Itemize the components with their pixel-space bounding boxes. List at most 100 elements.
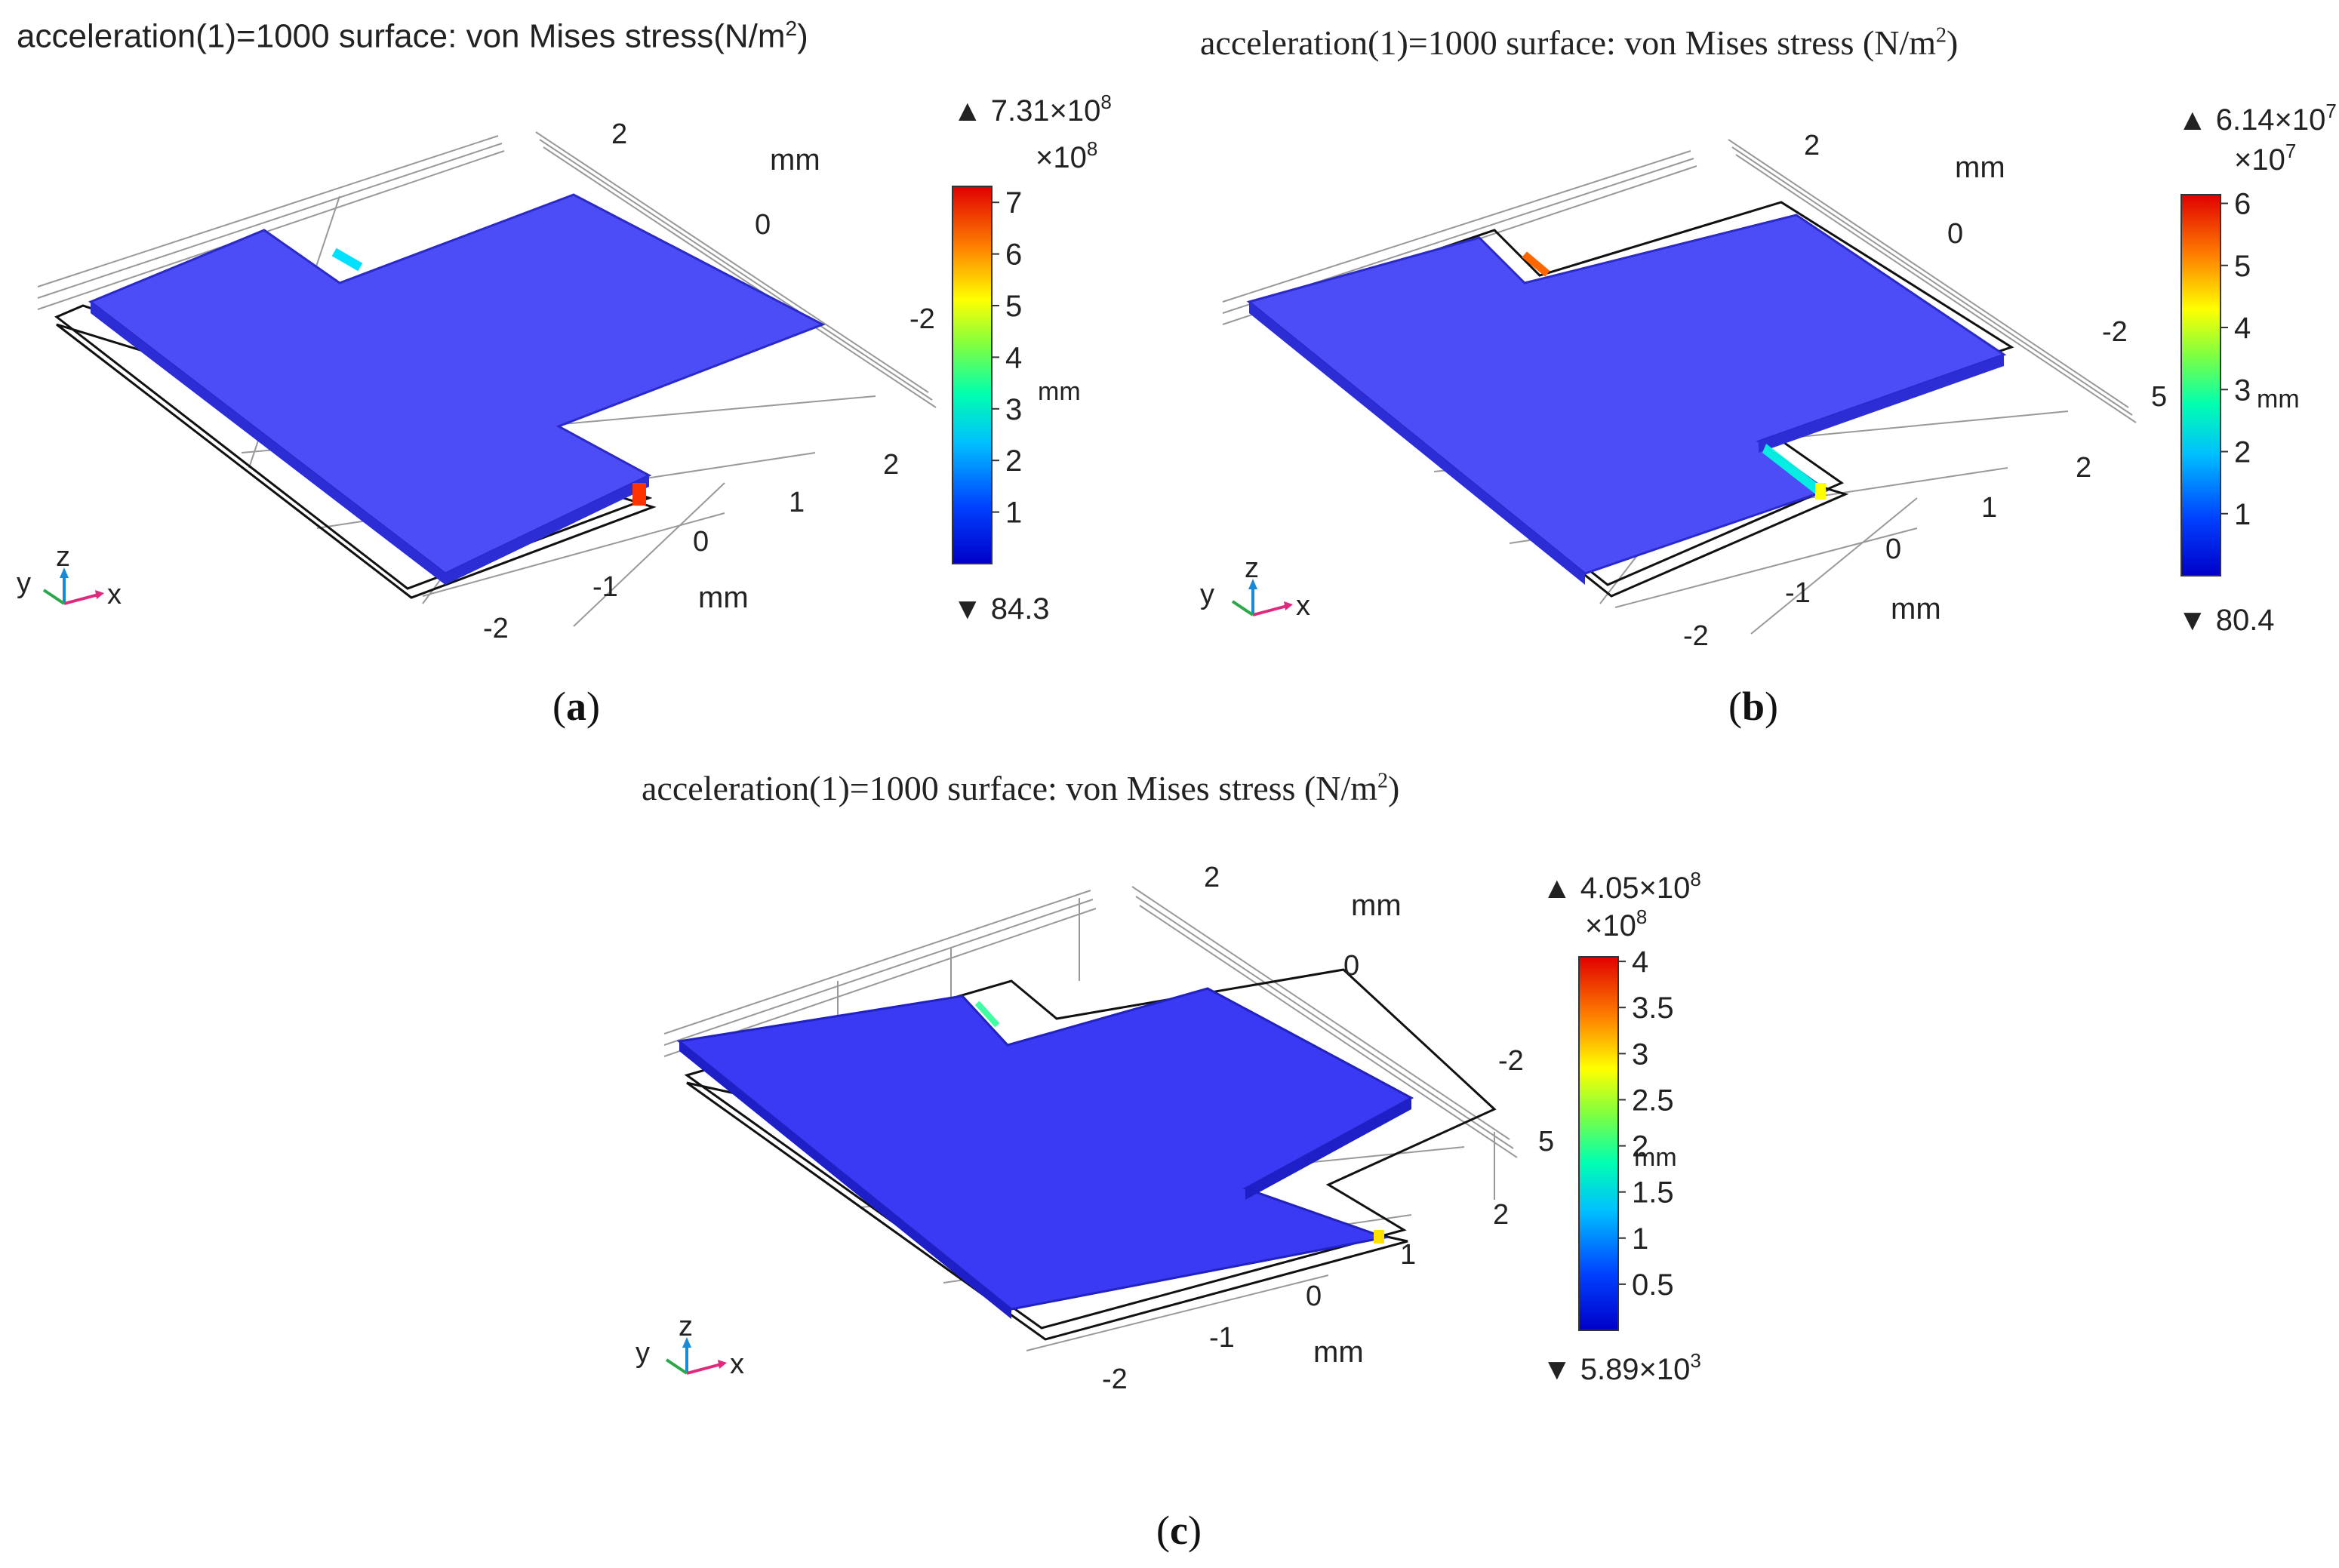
colorbar-ticks: 7 6 5 4 3 2 1 [992,186,1022,530]
colorbar-tick-label: 1 [2234,498,2251,531]
hotspot-bottom-end [1815,483,1826,500]
axis-triad: y z x [636,1311,744,1380]
tick-y-neg: -2 [1498,1045,1524,1077]
colorbar-max: ▲ 7.31×108 [953,91,1112,128]
title-sup: 2 [785,17,798,40]
hotspot-top [331,247,363,272]
colorbar-unit: mm [1038,377,1081,406]
plate-side [1249,302,1585,585]
panel-c: acceleration(1)=1000 surface: von Mises … [589,755,1766,1568]
colorbar [2181,194,2221,576]
panel-c-title: acceleration(1)=1000 surface: von Mises … [642,768,1399,808]
colorbar-tick-label: 3 [2234,374,2251,407]
panel-a: acceleration(1)=1000 surface: von Mises … [0,0,1177,755]
colorbar-scale: ×108 [1585,905,1647,942]
tick-y-neg: -2 [2102,316,2128,348]
tick-x-m2: -2 [1683,620,1709,652]
tick-x-m2: -2 [1102,1364,1128,1395]
plate-side [679,1041,1011,1319]
title-sup: 2 [1377,769,1389,793]
panel-a-plot: 2 mm 0 -2 5 2 1 0 -1 mm -2 y z x [17,91,1112,644]
colorbar [1578,956,1619,1331]
plate-side-right [1245,1098,1411,1200]
title-text: acceleration(1)=1000 surface: von Mises … [1200,23,1937,62]
unit-top: mm [1955,151,2005,184]
colorbar-ticks: 4 3.5 3 2.5 2 1.5 1 0.5 [1618,945,1674,1302]
colorbar-max: ▲ 4.05×108 [1542,868,1701,905]
tick-x-m1: -1 [1785,577,1811,609]
tick-y-mid: 0 [755,209,771,241]
panel-b-title: acceleration(1)=1000 surface: von Mises … [1200,23,1958,63]
hotspot-top [1522,251,1550,277]
tick-y-top: 2 [1804,130,1820,161]
colorbar-tick-label: 5 [1005,290,1022,323]
title-sup: 2 [1936,23,1947,48]
tick-y-right: 5 [1538,1126,1554,1158]
tick-x-0: 0 [1885,533,1901,565]
colorbar-unit: mm [1634,1143,1677,1172]
title-close: ) [1388,769,1400,807]
colorbar-tick-label: 4 [2234,312,2251,345]
tick-x-m1: -1 [1209,1322,1235,1354]
hotspot-bottom [632,483,646,506]
hotspot-bottom [1762,444,1827,498]
colorbar-tick-label: 2 [1005,444,1022,478]
tick-y-right: 5 [2151,381,2167,413]
unit-bottom: mm [1313,1336,1364,1369]
triad-x: x [107,579,122,610]
tick-x-m2: -2 [483,613,509,644]
title-close: ) [1947,23,1959,62]
colorbar-tick-label: 2 [1632,1130,1648,1164]
triad-z: z [56,541,70,573]
colorbar-tick-label: 1.5 [1632,1176,1674,1210]
colorbar-min: ▼ 84.3 [953,592,1050,626]
colorbar-tick-label: 6 [2234,188,2251,221]
colorbar-tick-label: 3 [1005,393,1022,426]
tick-x-2: 2 [2076,452,2091,484]
colorbar [952,186,993,564]
plate-side-right [1759,355,2004,453]
triad-x: x [1296,590,1310,622]
colorbar-unit: mm [2257,385,2300,414]
triad-y: y [17,567,31,599]
colorbar-min: ▼ 80.4 [2177,604,2275,637]
colorbar-tick-label: 5 [2234,250,2251,283]
colorbar-tick-label: 3 [1632,1038,1648,1071]
colorbar-tick-label: 4 [1005,341,1022,374]
colorbar-tick-label: 6 [1005,238,1022,272]
colorbar-tick-label: 2 [2234,436,2251,469]
axis-triad: y z x [17,541,122,610]
panel-a-title: acceleration(1)=1000 surface: von Mises … [17,17,808,56]
axis-triad: y z x [1200,552,1310,622]
tick-y-top: 2 [611,118,627,150]
tick-y-mid: 0 [1947,218,1963,250]
triad-y: y [1200,579,1214,610]
colorbar-tick-label: 2.5 [1632,1084,1674,1117]
title-text: acceleration(1)=1000 surface: von Mises … [17,17,786,55]
colorbar-min: ▼ 5.89×103 [1542,1349,1701,1386]
panel-b-plot: 2 mm 0 -2 5 2 1 0 -1 mm -2 y z x [1200,100,2337,652]
tick-x-m1: -1 [592,571,618,603]
colorbar-ticks: 6 5 4 3 2 1 [2221,188,2251,531]
tick-x-0: 0 [693,526,709,558]
panel-a-caption: (a) [552,684,600,729]
tick-x-1: 1 [1400,1239,1416,1271]
tick-x-1: 1 [789,487,805,518]
colorbar-scale: ×108 [1036,137,1097,174]
title-text: acceleration(1)=1000 surface: von Mises … [642,769,1378,807]
unit-top: mm [770,143,820,177]
triad-z: z [679,1311,693,1342]
triad-y: y [636,1337,650,1369]
title-close: ) [797,17,808,55]
tick-y-neg: -2 [909,303,935,335]
tick-x-2: 2 [1493,1199,1509,1231]
colorbar-tick-label: 3.5 [1632,992,1674,1025]
colorbar-tick-label: 7 [1005,186,1022,220]
panel-c-caption: (c) [1156,1508,1202,1553]
tick-x-1: 1 [1981,492,1997,524]
tick-x-0: 0 [1306,1281,1322,1312]
hotspot-bottom [1374,1230,1384,1244]
tick-x-2: 2 [883,449,899,481]
panel-b-caption: (b) [1728,684,1779,729]
colorbar-scale: ×107 [2234,140,2296,177]
